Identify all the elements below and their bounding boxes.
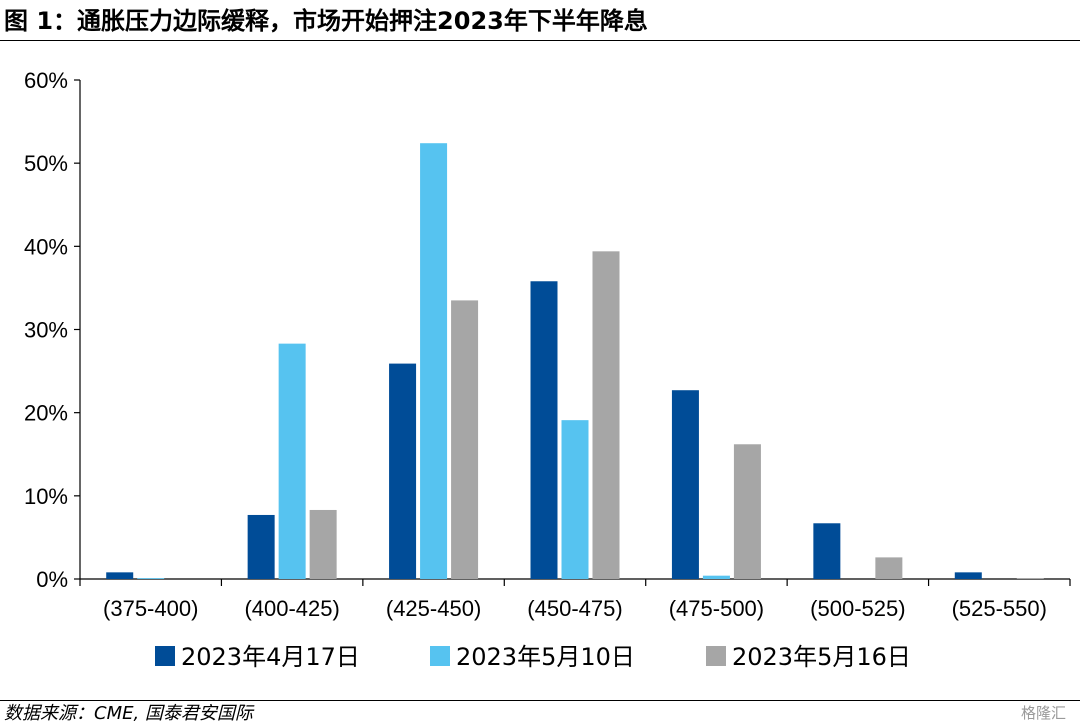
bar-chart: 0%10%20%30%40%50%60% (375-400) (400-425)(…	[24, 68, 1071, 671]
bar	[592, 251, 620, 579]
bar	[954, 572, 982, 579]
legend-swatch	[430, 646, 450, 666]
x-tick-label: (375-400)	[103, 596, 198, 621]
x-tick-label: (500-525)	[810, 596, 905, 621]
y-tick-label: 50%	[24, 151, 68, 176]
bar	[733, 444, 761, 579]
bar	[389, 363, 417, 579]
bar	[420, 143, 448, 579]
x-tick-label: (425-450)	[386, 596, 481, 621]
y-tick-label: 40%	[24, 234, 68, 259]
bar	[309, 509, 337, 579]
bar	[451, 300, 479, 579]
footer-divider	[0, 700, 1080, 701]
title-divider	[0, 40, 1080, 41]
bar	[137, 578, 165, 579]
y-tick-label: 20%	[24, 401, 68, 426]
y-axis: 0% 10% 20% 30% 40% 50% 60%	[24, 68, 81, 592]
watermark-logo: 格隆汇	[1020, 704, 1066, 722]
y-tick-label: 30%	[24, 318, 68, 343]
legend-label: 2023年5月16日	[732, 643, 911, 671]
bar	[702, 575, 730, 579]
source-note: 数据来源：CME, 国泰君安国际	[4, 703, 253, 724]
bars	[106, 143, 1044, 579]
legend: 2023年4月17日 2023年5月10日 2023年5月16日	[155, 643, 911, 671]
bar	[247, 514, 275, 579]
bar	[671, 390, 699, 579]
x-tick-label: (400-425)	[244, 596, 339, 621]
legend-swatch	[155, 646, 175, 666]
bar	[561, 420, 589, 579]
x-tick-label: (450-475)	[527, 596, 622, 621]
x-axis: (375-400) (400-425) (425-450) (450-475) (475…	[79, 578, 1071, 621]
y-tick-label: 10%	[24, 484, 68, 509]
bar	[1016, 578, 1044, 579]
legend-label: 2023年4月17日	[181, 643, 360, 671]
chart-title: 图 1：通胀压力边际缓释，市场开始押注2023年下半年降息	[4, 7, 648, 35]
bar	[106, 572, 134, 579]
x-tick-label: (475-500)	[669, 596, 764, 621]
bar	[278, 343, 306, 579]
bar	[530, 281, 558, 579]
bar	[875, 557, 903, 579]
y-tick-label: 0%	[36, 567, 68, 592]
y-tick-label: 60%	[24, 68, 68, 93]
x-tick-label: (525-550)	[952, 596, 1047, 621]
legend-label: 2023年5月10日	[456, 643, 635, 671]
bar	[813, 523, 841, 579]
legend-swatch	[706, 646, 726, 666]
